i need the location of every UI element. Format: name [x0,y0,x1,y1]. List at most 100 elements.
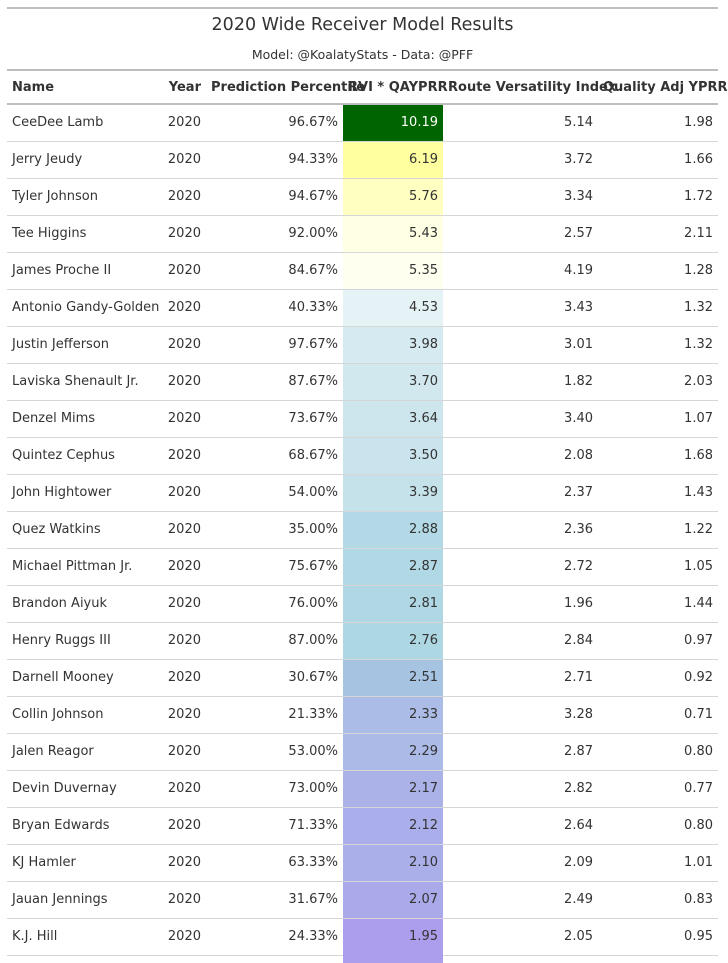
cell-quality-adj-yprr: 1.43 [598,474,718,512]
table-row: Henry Ruggs III 2020 87.00% 2.76 2.84 0.97 [7,622,718,660]
cell-name: Jauan Jennings [7,881,160,919]
cell-year: 2020 [160,104,206,142]
cell-route-versatility-index: 1.96 [443,585,598,623]
cell-quality-adj-yprr: 1.98 [598,104,718,142]
table-row: James Proche II 2020 84.67% 5.35 4.19 1.28 [7,252,718,290]
cell-rvi-qayprr: 2.87 [343,548,443,586]
cell-route-versatility-index: 3.43 [443,289,598,327]
cell-quality-adj-yprr: 1.22 [598,511,718,549]
header-row: Name Year Prediction Percentile RVI * QA… [7,69,728,105]
cell-name: Darnell Mooney [7,659,160,697]
table-row: Justin Jefferson 2020 97.67% 3.98 3.01 1.32 [7,326,718,364]
cell-name: Collin Johnson [7,696,160,734]
cell-rvi-qayprr: 3.50 [343,437,443,475]
cell-rvi-qayprr: 2.17 [343,770,443,808]
cell-name: Laviska Shenault Jr. [7,363,160,401]
cell-rvi-qayprr: 2.29 [343,733,443,771]
cell-quality-adj-yprr: 1.32 [598,289,718,327]
cell-rvi-qayprr: 10.19 [343,104,443,142]
cell-quality-adj-yprr: 1.01 [598,844,718,882]
cell-prediction-percentile: 75.67% [206,548,343,586]
cell-rvi-qayprr: 3.70 [343,363,443,401]
col-header-route-versatility-index: Route Versatility Index [443,69,616,105]
table-row: Jerry Jeudy 2020 94.33% 6.19 3.72 1.66 [7,141,718,179]
table-row: Quintez Cephus 2020 68.67% 3.50 2.08 1.68 [7,437,718,475]
heat-column-overflow [343,954,443,963]
cell-year: 2020 [160,844,206,882]
cell-prediction-percentile: 87.67% [206,363,343,401]
cell-year: 2020 [160,252,206,290]
cell-route-versatility-index: 2.05 [443,918,598,956]
col-header-name: Name [7,69,160,105]
cell-route-versatility-index: 2.84 [443,622,598,660]
cell-rvi-qayprr: 2.81 [343,585,443,623]
cell-name: Bryan Edwards [7,807,160,845]
cell-prediction-percentile: 40.33% [206,289,343,327]
cell-prediction-percentile: 31.67% [206,881,343,919]
cell-year: 2020 [160,659,206,697]
table-row: Collin Johnson 2020 21.33% 2.33 3.28 0.71 [7,696,718,734]
cell-route-versatility-index: 3.34 [443,178,598,216]
cell-year: 2020 [160,807,206,845]
table-row: Denzel Mims 2020 73.67% 3.64 3.40 1.07 [7,400,718,438]
cell-rvi-qayprr: 2.10 [343,844,443,882]
cell-prediction-percentile: 87.00% [206,622,343,660]
cell-prediction-percentile: 73.67% [206,400,343,438]
cell-name: Jalen Reagor [7,733,160,771]
cell-name: Tyler Johnson [7,178,160,216]
cell-prediction-percentile: 73.00% [206,770,343,808]
cell-name: Michael Pittman Jr. [7,548,160,586]
col-header-quality-adj-yprr: Quality Adj YPRR [598,69,728,105]
cell-year: 2020 [160,215,206,253]
table-row: Darnell Mooney 2020 30.67% 2.51 2.71 0.92 [7,659,718,697]
cell-prediction-percentile: 84.67% [206,252,343,290]
cell-name: Brandon Aiyuk [7,585,160,623]
cell-year: 2020 [160,585,206,623]
cell-name: Tee Higgins [7,215,160,253]
cell-rvi-qayprr: 2.33 [343,696,443,734]
cell-quality-adj-yprr: 1.32 [598,326,718,364]
cell-prediction-percentile: 94.33% [206,141,343,179]
cell-route-versatility-index: 3.01 [443,326,598,364]
cell-year: 2020 [160,548,206,586]
cell-year: 2020 [160,622,206,660]
cell-name: Denzel Mims [7,400,160,438]
cell-quality-adj-yprr: 1.07 [598,400,718,438]
cell-route-versatility-index: 2.71 [443,659,598,697]
cell-year: 2020 [160,326,206,364]
cell-year: 2020 [160,881,206,919]
cell-route-versatility-index: 3.28 [443,696,598,734]
cell-prediction-percentile: 68.67% [206,437,343,475]
cell-route-versatility-index: 4.19 [443,252,598,290]
table-row: Jauan Jennings 2020 31.67% 2.07 2.49 0.83 [7,881,718,919]
cell-route-versatility-index: 2.72 [443,548,598,586]
cell-rvi-qayprr: 2.07 [343,881,443,919]
cell-route-versatility-index: 3.40 [443,400,598,438]
table-row: Laviska Shenault Jr. 2020 87.67% 3.70 1.82 2.… [7,363,718,401]
cell-prediction-percentile: 63.33% [206,844,343,882]
cell-quality-adj-yprr: 1.66 [598,141,718,179]
cell-route-versatility-index: 2.09 [443,844,598,882]
cell-prediction-percentile: 24.33% [206,918,343,956]
cell-route-versatility-index: 3.72 [443,141,598,179]
cell-quality-adj-yprr: 0.83 [598,881,718,919]
cell-quality-adj-yprr: 0.97 [598,622,718,660]
table-title: 2020 Wide Receiver Model Results [211,15,514,35]
cell-year: 2020 [160,400,206,438]
cell-name: John Hightower [7,474,160,512]
table-row: Brandon Aiyuk 2020 76.00% 2.81 1.96 1.44 [7,585,718,623]
cell-quality-adj-yprr: 0.80 [598,807,718,845]
cell-year: 2020 [160,733,206,771]
cell-year: 2020 [160,289,206,327]
cell-quality-adj-yprr: 1.05 [598,548,718,586]
cell-quality-adj-yprr: 0.80 [598,733,718,771]
table-row: Tee Higgins 2020 92.00% 5.43 2.57 2.11 [7,215,718,253]
cell-rvi-qayprr: 5.43 [343,215,443,253]
cell-year: 2020 [160,178,206,216]
cell-quality-adj-yprr: 1.44 [598,585,718,623]
cell-name: Quintez Cephus [7,437,160,475]
cell-quality-adj-yprr: 2.11 [598,215,718,253]
cell-year: 2020 [160,363,206,401]
table-row: Devin Duvernay 2020 73.00% 2.17 2.82 0.77 [7,770,718,808]
cell-quality-adj-yprr: 0.92 [598,659,718,697]
